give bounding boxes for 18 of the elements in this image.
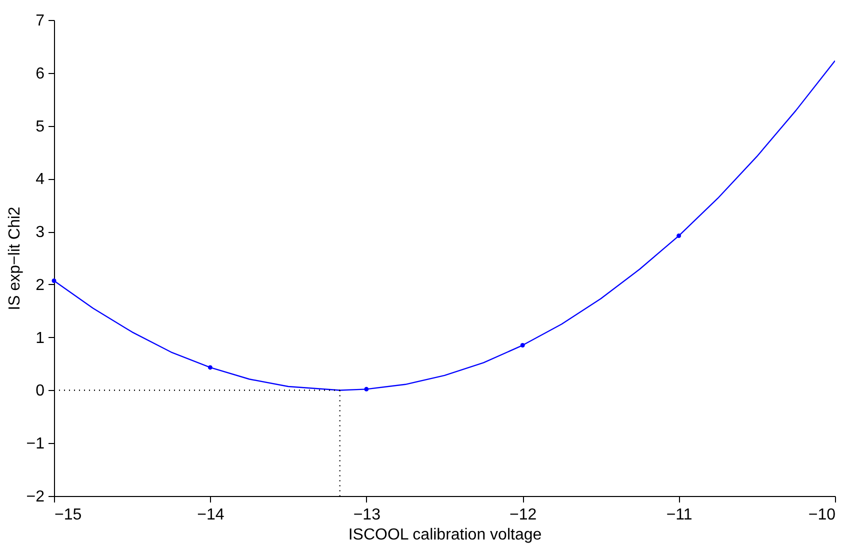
y-tick-label: 2 xyxy=(36,276,45,294)
y-tick-label: 5 xyxy=(36,118,45,136)
y-tick-label: −2 xyxy=(26,488,45,506)
y-tick-label: 0 xyxy=(36,382,45,400)
y-tick-label: −1 xyxy=(26,436,45,453)
x-tick-label: −13 xyxy=(353,506,381,524)
x-tick-label: −12 xyxy=(510,506,537,524)
x-axis-title: ISCOOL calibration voltage xyxy=(348,526,542,544)
y-axis-title: IS exp−lit Chi2 xyxy=(6,206,24,310)
x-tick-label: −10 xyxy=(808,506,836,524)
x-tick-label: −14 xyxy=(197,506,224,524)
y-tick-label: 4 xyxy=(36,171,45,188)
y-tick-label: 3 xyxy=(36,224,45,242)
y-tick-label: 7 xyxy=(36,12,45,30)
x-tick-label: −15 xyxy=(54,506,82,524)
x-tick-label: −11 xyxy=(666,506,692,524)
y-tick-label: 6 xyxy=(36,65,45,82)
y-tick-label: 1 xyxy=(36,330,45,347)
